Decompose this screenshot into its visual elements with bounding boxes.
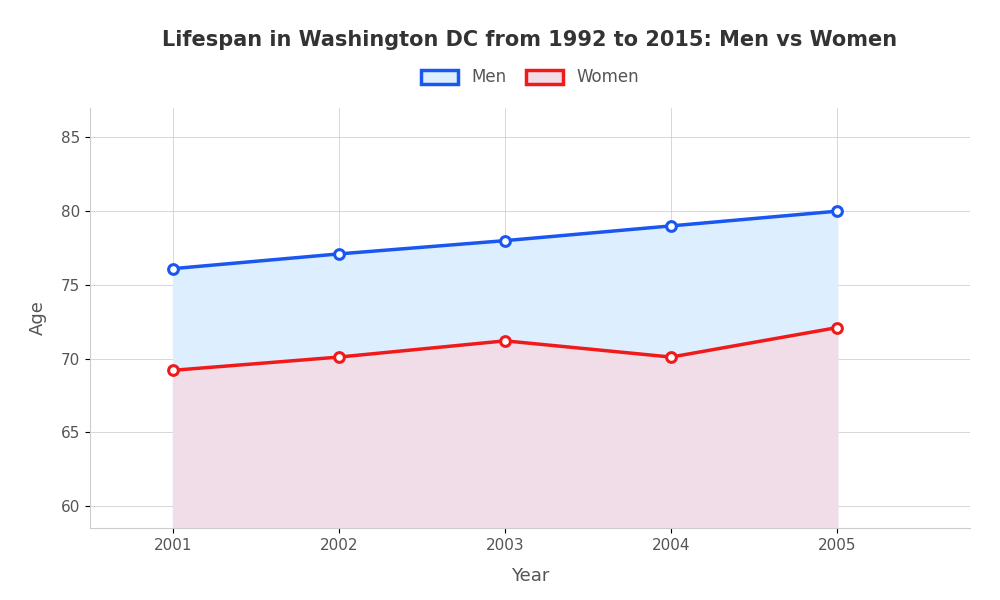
Title: Lifespan in Washington DC from 1992 to 2015: Men vs Women: Lifespan in Washington DC from 1992 to 2… bbox=[162, 29, 898, 49]
X-axis label: Year: Year bbox=[511, 566, 549, 584]
Legend: Men, Women: Men, Women bbox=[414, 62, 646, 93]
Y-axis label: Age: Age bbox=[29, 301, 47, 335]
